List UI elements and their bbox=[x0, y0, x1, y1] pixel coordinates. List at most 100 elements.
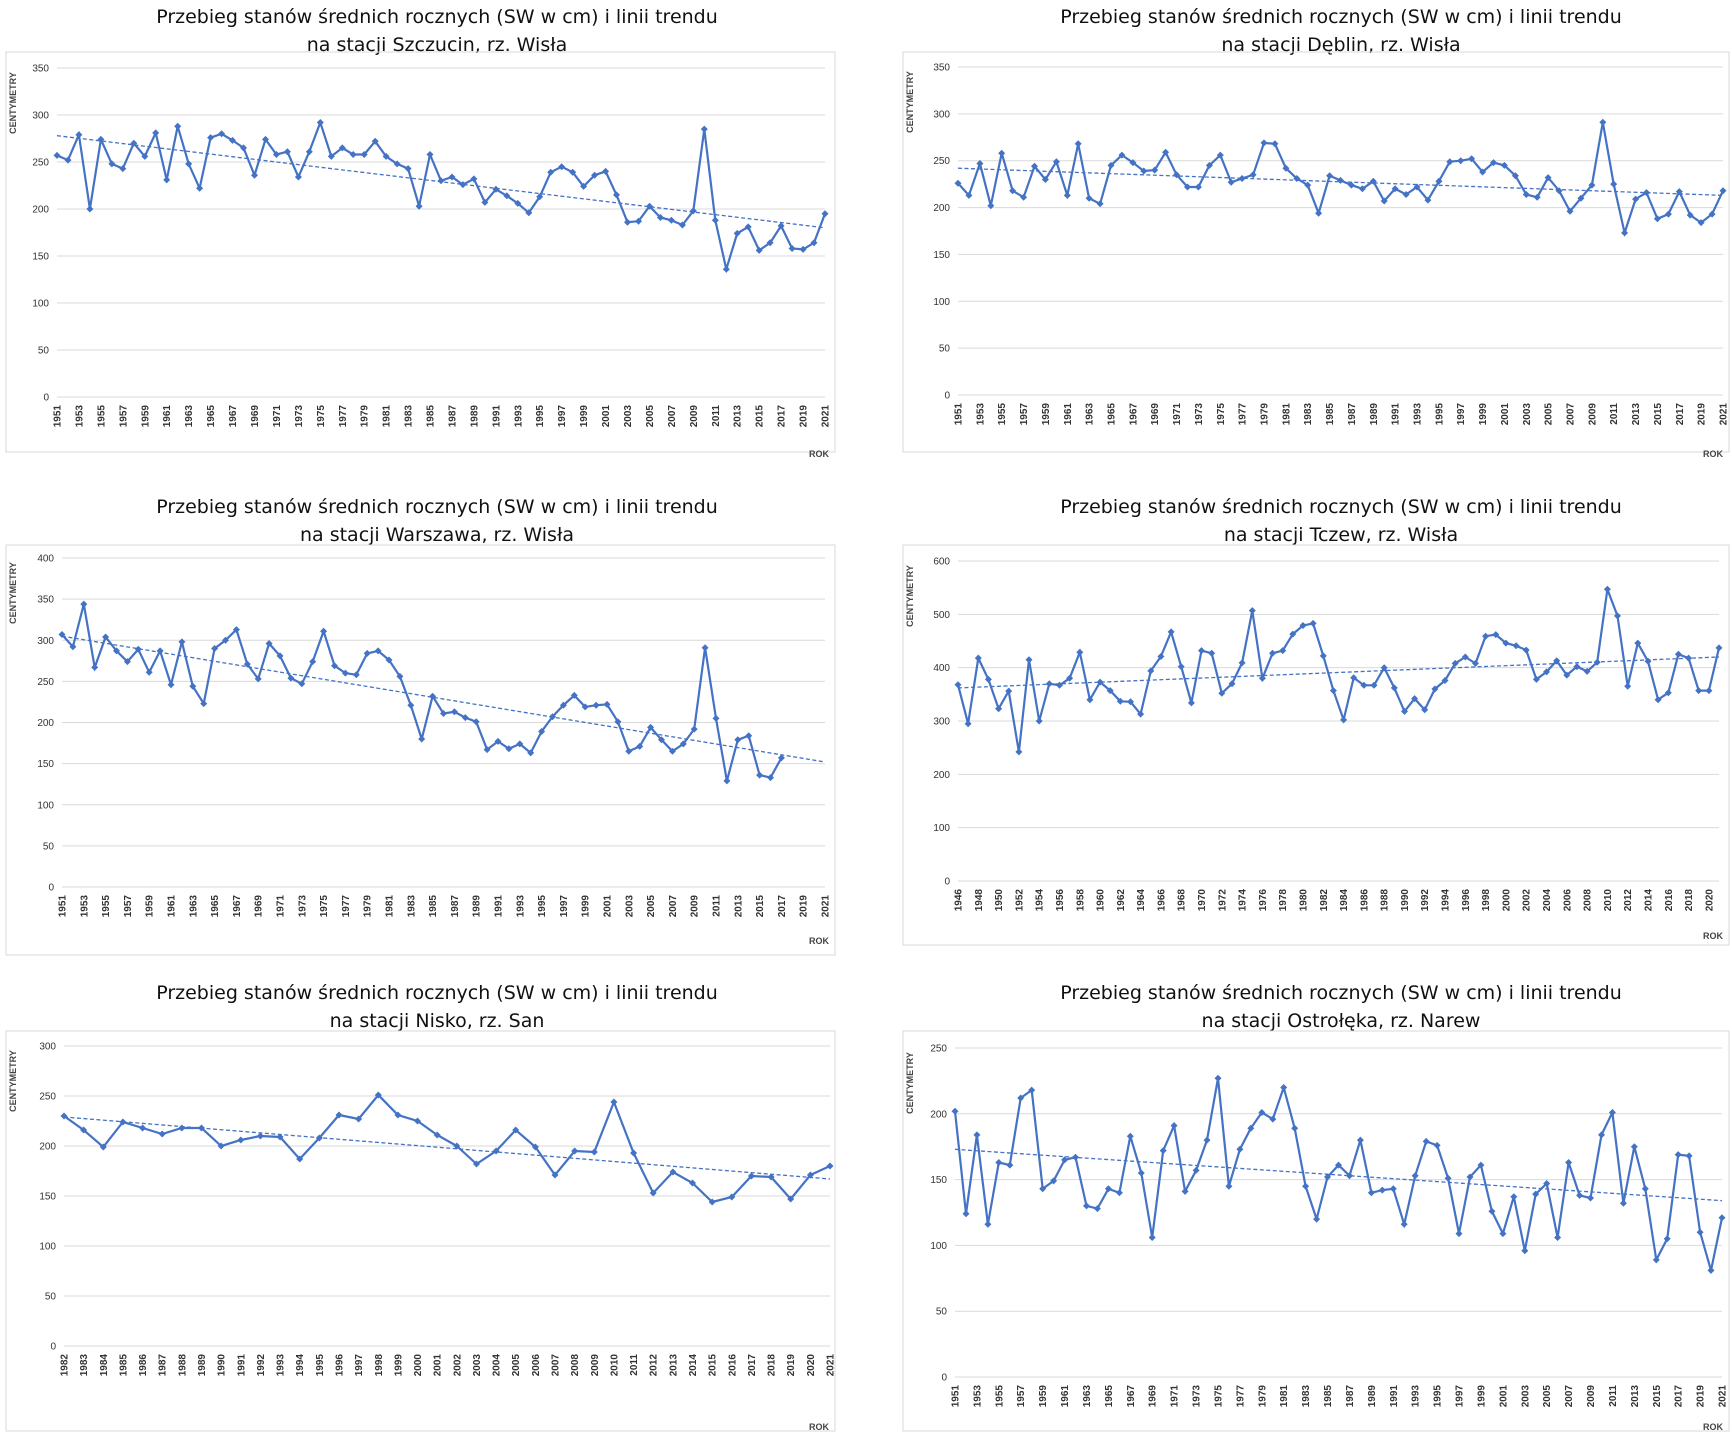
data-point bbox=[415, 202, 423, 210]
y-axis-label: CENTYMETRY bbox=[8, 1050, 18, 1112]
data-point bbox=[1041, 176, 1049, 183]
data-point bbox=[1208, 649, 1216, 657]
x-tick-label: 2011 bbox=[711, 405, 722, 427]
x-tick-label: 1978 bbox=[1278, 889, 1289, 912]
data-point bbox=[374, 647, 382, 655]
x-tick-label: 1995 bbox=[537, 895, 548, 918]
data-point bbox=[102, 633, 110, 641]
y-tick-label: 300 bbox=[32, 111, 49, 122]
data-point bbox=[1127, 698, 1134, 706]
data-point bbox=[1072, 1153, 1079, 1161]
data-point bbox=[1532, 675, 1540, 683]
data-point bbox=[492, 185, 500, 193]
data-point bbox=[826, 1162, 834, 1170]
data-point bbox=[1061, 1156, 1069, 1164]
x-tick-label: 1995 bbox=[315, 1354, 326, 1377]
data-point bbox=[1433, 1141, 1441, 1149]
y-tick-label: 150 bbox=[930, 1175, 947, 1186]
chart-title: Przebieg stanów średnich rocznych (SW w … bbox=[1060, 6, 1622, 28]
data-point bbox=[1056, 681, 1063, 689]
data-point bbox=[189, 682, 197, 690]
y-tick-label: 150 bbox=[37, 759, 54, 770]
data-point bbox=[1066, 674, 1074, 682]
x-tick-label: 2005 bbox=[645, 405, 656, 428]
data-point bbox=[1147, 667, 1155, 675]
x-axis-label: ROK bbox=[1703, 931, 1724, 941]
data-point bbox=[156, 647, 164, 655]
x-tick-label: 1968 bbox=[1177, 889, 1188, 912]
x-tick-label: 1981 bbox=[1281, 403, 1292, 426]
x-tick-label: 1953 bbox=[975, 403, 986, 426]
data-point bbox=[1566, 207, 1574, 215]
x-tick-label: 2009 bbox=[1587, 403, 1598, 426]
data-point bbox=[1015, 748, 1023, 756]
data-point bbox=[1598, 1131, 1605, 1139]
y-tick-label: 50 bbox=[43, 841, 55, 852]
data-point bbox=[1247, 1124, 1255, 1132]
data-point bbox=[1115, 1189, 1123, 1197]
data-point bbox=[1126, 1132, 1134, 1140]
x-tick-label: 1981 bbox=[382, 405, 393, 428]
data-point bbox=[558, 163, 566, 171]
x-tick-label: 2014 bbox=[1644, 889, 1655, 912]
x-tick-label: 2017 bbox=[777, 405, 788, 428]
x-tick-label: 1987 bbox=[158, 1354, 169, 1377]
data-point bbox=[222, 636, 229, 644]
x-tick-label: 2001 bbox=[433, 1354, 444, 1377]
data-point bbox=[1686, 211, 1694, 219]
x-tick-label: 1997 bbox=[1456, 403, 1467, 426]
x-tick-label: 2013 bbox=[668, 1354, 679, 1377]
x-tick-label: 1951 bbox=[58, 895, 69, 918]
plot-frame bbox=[5, 51, 836, 453]
data-point bbox=[294, 173, 302, 181]
data-point bbox=[141, 152, 149, 160]
x-tick-label: 1989 bbox=[197, 1354, 208, 1377]
data-point bbox=[1228, 680, 1236, 688]
chart-title: Przebieg stanów średnich rocznych (SW w … bbox=[156, 6, 718, 28]
data-point bbox=[1238, 175, 1246, 182]
data-point bbox=[229, 136, 236, 144]
data-point bbox=[86, 205, 94, 213]
data-point bbox=[590, 1148, 598, 1156]
y-tick-label: 300 bbox=[37, 636, 54, 647]
x-tick-label: 2021 bbox=[1719, 403, 1730, 426]
data-point bbox=[767, 774, 774, 782]
data-point bbox=[624, 218, 631, 226]
x-tick-label: 2003 bbox=[1520, 1385, 1531, 1408]
chart-title: Przebieg stanów średnich rocznych (SW w … bbox=[1060, 496, 1622, 518]
x-tick-label: 1995 bbox=[535, 405, 546, 428]
x-tick-label: 1971 bbox=[272, 405, 283, 428]
data-point bbox=[1031, 162, 1038, 170]
x-tick-label: 2006 bbox=[531, 1354, 542, 1377]
data-point bbox=[1157, 653, 1165, 660]
data-point bbox=[1446, 158, 1454, 166]
x-tick-label: 1993 bbox=[1413, 403, 1424, 426]
data-point bbox=[1076, 648, 1084, 656]
x-tick-label: 1952 bbox=[1014, 889, 1025, 912]
trend-line bbox=[63, 1116, 831, 1180]
data-point bbox=[580, 182, 588, 190]
x-tick-label: 1996 bbox=[335, 1354, 346, 1377]
data-point bbox=[374, 1091, 382, 1099]
data-point bbox=[352, 671, 360, 679]
data-point bbox=[787, 1195, 795, 1203]
data-point bbox=[1576, 1191, 1584, 1199]
x-tick-label: 2011 bbox=[712, 895, 723, 917]
x-tick-label: 2005 bbox=[1544, 403, 1555, 426]
x-tick-label: 1951 bbox=[53, 405, 64, 428]
data-point bbox=[1151, 166, 1159, 174]
x-axis-label: ROK bbox=[809, 1422, 830, 1432]
x-tick-label: 1979 bbox=[360, 405, 371, 428]
x-tick-label: 2015 bbox=[755, 895, 766, 918]
x-tick-label: 1991 bbox=[494, 895, 505, 918]
data-point bbox=[766, 239, 774, 247]
x-tick-label: 1959 bbox=[1041, 403, 1052, 426]
data-point bbox=[689, 207, 697, 215]
data-point bbox=[646, 202, 653, 210]
y-tick-label: 50 bbox=[38, 346, 50, 357]
data-point bbox=[1187, 699, 1195, 707]
data-point bbox=[1350, 674, 1358, 682]
y-tick-label: 250 bbox=[37, 677, 54, 688]
x-tick-label: 2021 bbox=[1718, 1385, 1729, 1408]
x-tick-label: 2010 bbox=[609, 1354, 620, 1377]
